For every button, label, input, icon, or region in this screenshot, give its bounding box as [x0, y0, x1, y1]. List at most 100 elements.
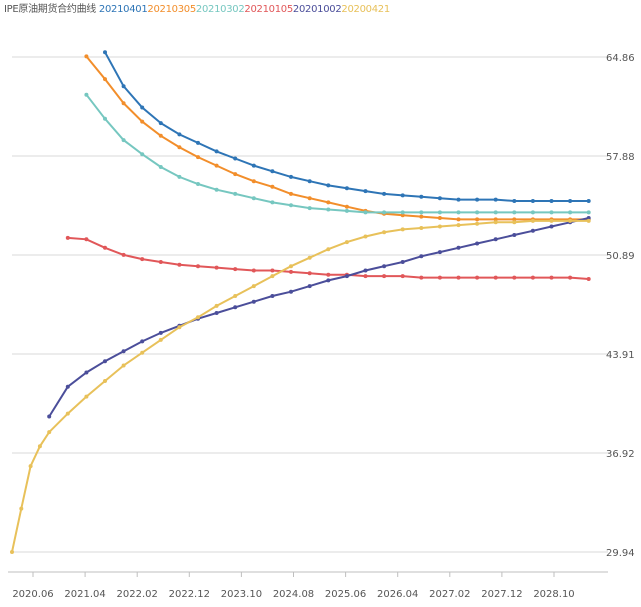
series-group — [10, 50, 591, 554]
data-point — [307, 284, 312, 289]
grid — [12, 56, 608, 553]
data-point — [251, 268, 256, 273]
data-point — [251, 196, 256, 201]
data-point — [121, 363, 126, 368]
data-point — [121, 252, 126, 257]
data-point — [103, 77, 107, 82]
data-point — [549, 210, 554, 215]
data-point — [251, 163, 256, 168]
data-point — [158, 330, 163, 335]
data-point — [307, 271, 312, 276]
data-point — [270, 268, 275, 273]
series-20210105 — [65, 235, 591, 281]
data-point — [47, 414, 52, 419]
legend-entry: 20210105 — [244, 4, 293, 15]
data-point — [456, 223, 461, 228]
data-point — [103, 245, 107, 250]
data-point — [270, 274, 275, 279]
x-tick-label: 2024.08 — [273, 589, 314, 600]
legend-entry: 20210305 — [147, 4, 196, 15]
data-point — [289, 203, 293, 208]
data-point — [475, 221, 480, 226]
data-point — [326, 207, 331, 212]
data-point — [437, 210, 442, 215]
x-axis: 2020.06 2021.04 2022.02 2022.12 2023.10 2024.… — [8, 571, 608, 600]
data-point — [177, 174, 182, 179]
data-point — [214, 265, 219, 270]
data-point — [233, 156, 238, 161]
data-point — [400, 210, 405, 215]
data-point — [437, 216, 442, 220]
data-point — [307, 255, 312, 260]
series-20210401 — [103, 50, 591, 203]
series-line — [48, 217, 589, 418]
data-point — [158, 260, 163, 264]
data-point — [400, 193, 405, 198]
data-point — [233, 294, 238, 298]
data-point — [512, 233, 517, 237]
data-point — [84, 92, 89, 97]
data-point — [84, 394, 89, 399]
data-point — [344, 186, 349, 191]
data-point — [437, 275, 442, 280]
data-point — [549, 199, 554, 203]
data-point — [270, 200, 275, 205]
x-tick-label: 2027.02 — [429, 589, 470, 600]
data-point — [530, 218, 535, 223]
data-point — [419, 194, 424, 199]
data-point — [549, 218, 554, 223]
y-tick-label: 29.94 — [606, 548, 635, 559]
data-point — [103, 359, 107, 364]
data-point — [158, 337, 163, 342]
data-point — [419, 254, 424, 259]
series-20210302 — [84, 92, 591, 215]
data-point — [456, 245, 461, 250]
data-point — [493, 210, 498, 215]
data-point — [326, 183, 331, 188]
legend-entry: 20210302 — [195, 4, 245, 15]
data-point — [344, 274, 349, 279]
legend-entry: 20200421 — [341, 4, 390, 15]
series-20200421 — [10, 218, 591, 554]
data-point — [493, 217, 498, 222]
data-point — [65, 384, 70, 389]
data-point — [549, 224, 554, 229]
data-point — [512, 210, 517, 215]
data-point — [196, 155, 200, 160]
x-tick-label: 2022.12 — [169, 589, 210, 600]
data-point — [158, 165, 163, 169]
data-point — [103, 379, 107, 383]
data-point — [84, 54, 89, 59]
x-tick-label: 2021.04 — [64, 589, 105, 600]
data-point — [419, 214, 424, 219]
data-point — [456, 210, 461, 215]
data-point — [251, 299, 256, 304]
x-tick-label: 2026.04 — [377, 589, 418, 600]
data-point — [177, 325, 182, 330]
data-point — [158, 121, 163, 126]
data-point — [586, 199, 591, 203]
data-point — [158, 133, 163, 138]
data-point — [586, 216, 591, 220]
y-tick-label: 43.91 — [606, 350, 635, 361]
data-point — [382, 191, 387, 196]
data-point — [549, 275, 554, 280]
data-point — [37, 444, 42, 449]
x-tick-label: 2020.06 — [12, 589, 53, 600]
data-point — [400, 213, 405, 218]
data-point — [251, 284, 256, 289]
data-point — [568, 218, 573, 223]
series-line — [85, 55, 589, 221]
data-point — [84, 237, 89, 242]
data-point — [512, 217, 517, 222]
data-point — [530, 199, 535, 203]
data-point — [568, 199, 573, 203]
data-point — [47, 430, 52, 435]
data-point — [140, 119, 145, 124]
data-point — [493, 237, 498, 242]
series-20210305 — [84, 54, 591, 222]
data-point — [270, 294, 275, 298]
data-point — [196, 182, 200, 186]
data-point — [568, 275, 573, 280]
data-point — [344, 240, 349, 245]
